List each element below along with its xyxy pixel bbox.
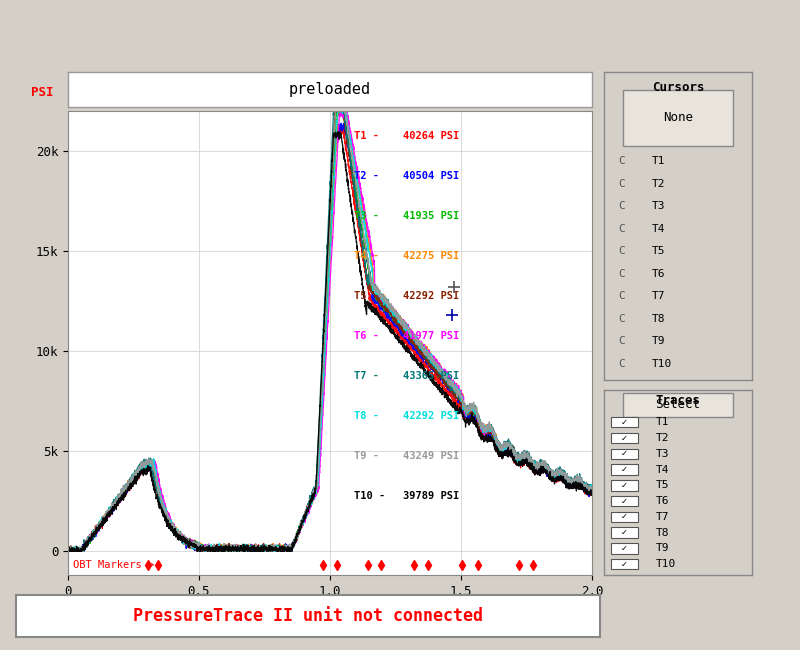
Text: T7: T7	[656, 512, 670, 522]
Text: ✓: ✓	[622, 512, 628, 521]
Text: T8: T8	[656, 528, 670, 538]
Text: C: C	[618, 359, 625, 369]
FancyBboxPatch shape	[623, 90, 733, 146]
Text: T3 -: T3 -	[354, 211, 378, 221]
Text: T8: T8	[651, 314, 665, 324]
Text: T6: T6	[651, 268, 665, 279]
Text: PressureTrace II unit not connected: PressureTrace II unit not connected	[133, 607, 483, 625]
Text: 42292 PSI: 42292 PSI	[403, 291, 460, 301]
Text: T10: T10	[651, 359, 672, 369]
Text: T5: T5	[651, 246, 665, 256]
Text: ✓: ✓	[622, 434, 628, 443]
Bar	[611, 417, 638, 428]
Text: T6: T6	[656, 496, 670, 506]
Text: C: C	[618, 201, 625, 211]
Bar	[611, 464, 638, 474]
Text: C: C	[618, 268, 625, 279]
Bar	[611, 543, 638, 554]
Text: ✓: ✓	[622, 544, 628, 553]
Text: 41935 PSI: 41935 PSI	[403, 211, 460, 221]
Text: T2: T2	[651, 179, 665, 188]
Text: T4: T4	[651, 224, 665, 233]
Text: ✓: ✓	[622, 418, 628, 427]
Bar	[611, 496, 638, 506]
Text: T5 -: T5 -	[354, 291, 378, 301]
Text: C: C	[618, 224, 625, 233]
Text: Traces: Traces	[655, 395, 701, 408]
Bar	[611, 527, 638, 538]
Text: T7 -: T7 -	[354, 371, 378, 381]
FancyBboxPatch shape	[623, 393, 733, 417]
Text: Select: Select	[655, 398, 701, 411]
Text: T5: T5	[656, 480, 670, 490]
Text: milliseconds: milliseconds	[511, 602, 592, 612]
Text: C: C	[618, 291, 625, 301]
Text: C: C	[618, 156, 625, 166]
Text: T3: T3	[651, 201, 665, 211]
Text: T2 -: T2 -	[354, 171, 378, 181]
Text: T4: T4	[656, 465, 670, 474]
Text: C: C	[618, 314, 625, 324]
Text: T10: T10	[656, 559, 676, 569]
Text: T8 -: T8 -	[354, 411, 378, 421]
Text: 43365 PSI: 43365 PSI	[403, 371, 460, 381]
Text: T9: T9	[656, 543, 670, 553]
Bar	[611, 559, 638, 569]
Text: 42292 PSI: 42292 PSI	[403, 411, 460, 421]
Text: ✓: ✓	[622, 465, 628, 474]
Text: 39789 PSI: 39789 PSI	[403, 491, 460, 500]
Text: T4 -: T4 -	[354, 251, 378, 261]
Text: 43249 PSI: 43249 PSI	[403, 451, 460, 461]
Text: OBT Markers >: OBT Markers >	[74, 560, 154, 570]
Text: C: C	[618, 336, 625, 346]
Text: T9: T9	[651, 336, 665, 346]
Text: T3: T3	[656, 448, 670, 459]
Text: C: C	[618, 179, 625, 188]
Text: PSI: PSI	[31, 86, 54, 99]
Text: T9 -: T9 -	[354, 451, 378, 461]
Text: T6 -: T6 -	[354, 331, 378, 341]
Text: ✓: ✓	[622, 449, 628, 458]
Text: T2: T2	[656, 433, 670, 443]
Text: ✓: ✓	[622, 528, 628, 537]
Text: 40264 PSI: 40264 PSI	[403, 131, 460, 141]
Text: T1: T1	[651, 156, 665, 166]
Text: ✓: ✓	[622, 481, 628, 490]
Text: C: C	[618, 246, 625, 256]
Text: ✓: ✓	[622, 497, 628, 506]
Text: ✓: ✓	[622, 560, 628, 569]
Bar	[611, 480, 638, 491]
Text: preloaded: preloaded	[289, 82, 371, 97]
Text: T1 -: T1 -	[354, 131, 378, 141]
Text: 40504 PSI: 40504 PSI	[403, 171, 460, 181]
Bar	[611, 512, 638, 522]
Text: 41977 PSI: 41977 PSI	[403, 331, 460, 341]
Bar	[611, 448, 638, 459]
Text: Cursors: Cursors	[652, 81, 704, 94]
Text: T10 -: T10 -	[354, 491, 385, 500]
Text: None: None	[663, 111, 693, 124]
Text: T7: T7	[651, 291, 665, 301]
Bar	[611, 433, 638, 443]
Text: 42275 PSI: 42275 PSI	[403, 251, 460, 261]
Text: T1: T1	[656, 417, 670, 427]
